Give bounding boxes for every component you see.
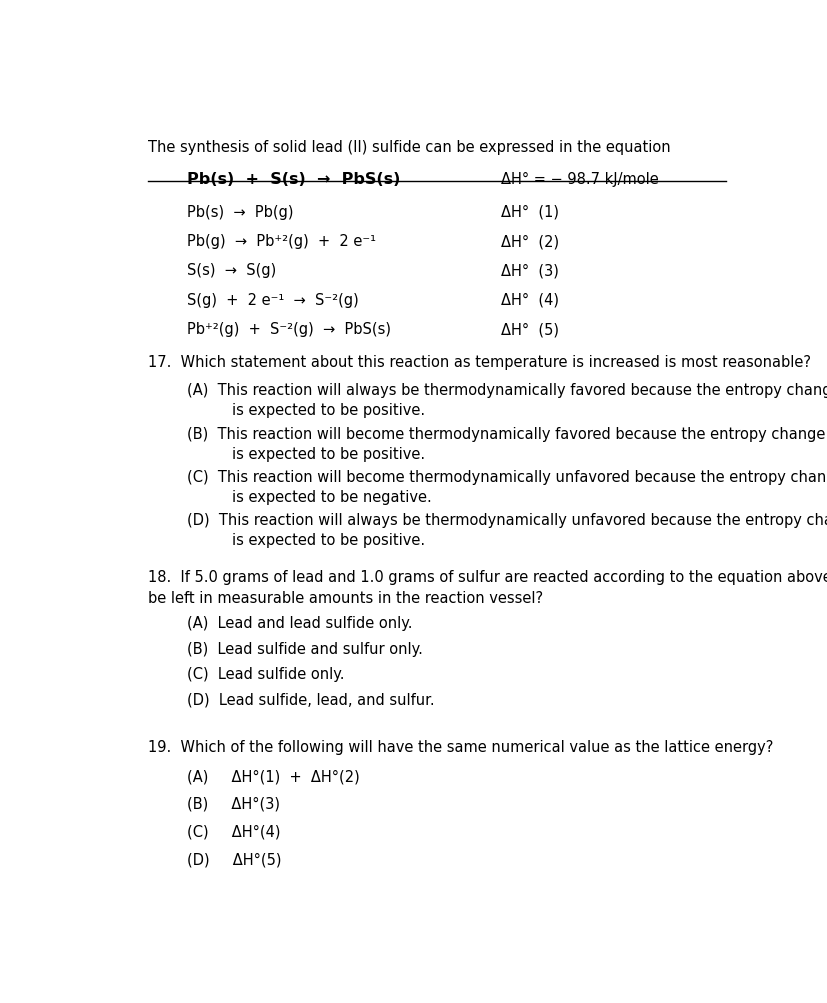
Text: (D)  Lead sulfide, lead, and sulfur.: (D) Lead sulfide, lead, and sulfur. xyxy=(187,692,434,707)
Text: S(g)  +  2 e⁻¹  →  S⁻²(g): S(g) + 2 e⁻¹ → S⁻²(g) xyxy=(187,293,358,308)
Text: (B)     ΔH°(3): (B) ΔH°(3) xyxy=(187,796,280,811)
Text: S(s)  →  S(g): S(s) → S(g) xyxy=(187,263,276,278)
Text: Pb(s)  →  Pb(g): Pb(s) → Pb(g) xyxy=(187,205,293,220)
Text: be left in measurable amounts in the reaction vessel?: be left in measurable amounts in the rea… xyxy=(148,590,543,605)
Text: ΔH° = − 98.7 kJ/mole: ΔH° = − 98.7 kJ/mole xyxy=(501,173,658,188)
Text: 19.  Which of the following will have the same numerical value as the lattice en: 19. Which of the following will have the… xyxy=(148,739,773,754)
Text: (D)  This reaction will always be thermodynamically unfavored because the entrop: (D) This reaction will always be thermod… xyxy=(187,513,827,528)
Text: ΔH°  (1): ΔH° (1) xyxy=(501,205,559,220)
Text: ΔH°  (2): ΔH° (2) xyxy=(501,234,559,249)
Text: (B)  Lead sulfide and sulfur only.: (B) Lead sulfide and sulfur only. xyxy=(187,641,423,656)
Text: The synthesis of solid lead (II) sulfide can be expressed in the equation: The synthesis of solid lead (II) sulfide… xyxy=(148,139,670,154)
Text: is expected to be positive.: is expected to be positive. xyxy=(232,403,424,418)
Text: Pb(s)  +  S(s)  →  PbS(s): Pb(s) + S(s) → PbS(s) xyxy=(187,173,399,188)
Text: 18.  If 5.0 grams of lead and 1.0 grams of sulfur are reacted according to the e: 18. If 5.0 grams of lead and 1.0 grams o… xyxy=(148,570,827,585)
Text: ΔH°  (3): ΔH° (3) xyxy=(501,263,558,278)
Text: (D)     ΔH°(5): (D) ΔH°(5) xyxy=(187,852,281,867)
Text: (C)  This reaction will become thermodynamically unfavored because the entropy c: (C) This reaction will become thermodyna… xyxy=(187,469,827,484)
Text: is expected to be negative.: is expected to be negative. xyxy=(232,489,431,505)
Text: (A)     ΔH°(1)  +  ΔH°(2): (A) ΔH°(1) + ΔH°(2) xyxy=(187,768,359,783)
Text: ΔH°  (4): ΔH° (4) xyxy=(501,293,559,308)
Text: (A)  This reaction will always be thermodynamically favored because the entropy : (A) This reaction will always be thermod… xyxy=(187,383,827,398)
Text: (C)  Lead sulfide only.: (C) Lead sulfide only. xyxy=(187,666,344,681)
Text: (A)  Lead and lead sulfide only.: (A) Lead and lead sulfide only. xyxy=(187,616,412,631)
Text: (B)  This reaction will become thermodynamically favored because the entropy cha: (B) This reaction will become thermodyna… xyxy=(187,426,825,441)
Text: is expected to be positive.: is expected to be positive. xyxy=(232,533,424,548)
Text: Pb⁺²(g)  +  S⁻²(g)  →  PbS(s): Pb⁺²(g) + S⁻²(g) → PbS(s) xyxy=(187,322,390,337)
Text: 17.  Which statement about this reaction as temperature is increased is most rea: 17. Which statement about this reaction … xyxy=(148,355,810,370)
Text: ΔH°  (5): ΔH° (5) xyxy=(501,322,559,337)
Text: (C)     ΔH°(4): (C) ΔH°(4) xyxy=(187,823,280,839)
Text: Pb(g)  →  Pb⁺²(g)  +  2 e⁻¹: Pb(g) → Pb⁺²(g) + 2 e⁻¹ xyxy=(187,234,375,249)
Text: is expected to be positive.: is expected to be positive. xyxy=(232,446,424,461)
